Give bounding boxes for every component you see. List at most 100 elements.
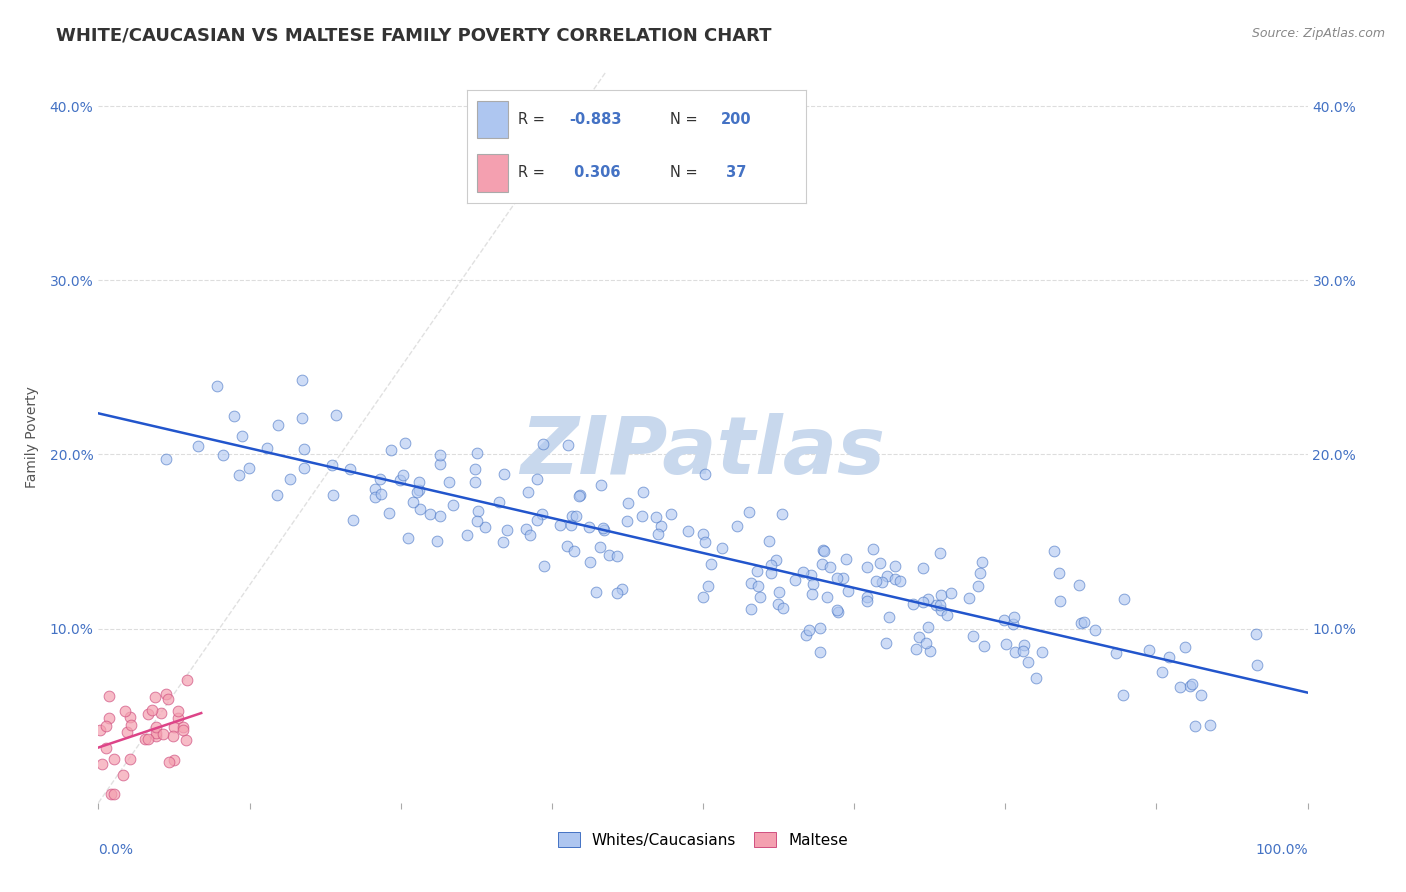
Point (725, 519, 748, 533)
Point (792, 565, 814, 579)
Point (100, 787, 122, 801)
Point (1043, 544, 1066, 558)
Point (464, 462, 486, 476)
Point (118, 710, 141, 724)
Point (292, 460, 315, 475)
Point (801, 577, 824, 591)
Point (759, 566, 782, 580)
Point (162, 729, 184, 743)
Point (697, 579, 720, 593)
Point (772, 600, 794, 615)
Point (464, 475, 486, 489)
Point (519, 528, 541, 542)
Point (266, 418, 288, 433)
Point (1150, 665, 1173, 680)
Point (631, 508, 654, 523)
Point (394, 435, 416, 450)
Point (561, 509, 583, 524)
Point (941, 586, 963, 600)
Point (967, 579, 990, 593)
Point (928, 546, 950, 560)
Point (929, 603, 952, 617)
Point (765, 553, 787, 567)
Point (152, 727, 174, 741)
Point (1174, 640, 1197, 655)
Point (1070, 616, 1092, 631)
Point (827, 605, 849, 619)
Point (564, 543, 586, 558)
Point (388, 473, 411, 487)
Point (103, 787, 125, 801)
Text: Source: ZipAtlas.com: Source: ZipAtlas.com (1251, 27, 1385, 40)
Point (391, 467, 413, 482)
Point (492, 535, 515, 549)
Point (810, 645, 832, 659)
Point (441, 498, 464, 512)
Text: 0.0%: 0.0% (98, 843, 134, 857)
Point (322, 488, 344, 502)
Point (579, 556, 602, 570)
Point (929, 588, 952, 602)
Point (1181, 677, 1204, 691)
Point (321, 458, 343, 472)
Point (855, 591, 877, 605)
Point (136, 706, 159, 721)
Point (94, 719, 117, 733)
Point (98, 690, 121, 704)
Point (800, 568, 823, 582)
Point (156, 691, 179, 706)
Point (928, 598, 950, 612)
Point (676, 524, 699, 538)
Point (1002, 610, 1025, 624)
Point (467, 504, 489, 518)
Point (911, 595, 934, 609)
Point (589, 540, 612, 554)
Point (173, 723, 195, 738)
Point (419, 508, 441, 522)
Point (560, 518, 582, 533)
Point (1004, 644, 1026, 658)
Point (1246, 658, 1268, 673)
Point (973, 640, 995, 654)
Point (174, 733, 197, 747)
Point (488, 495, 510, 509)
Point (856, 594, 879, 608)
Point (1002, 617, 1025, 632)
Point (1189, 688, 1212, 702)
Point (995, 636, 1018, 650)
Point (1014, 638, 1036, 652)
Point (143, 690, 166, 704)
Point (869, 556, 891, 570)
Point (325, 408, 347, 422)
Point (429, 509, 451, 524)
Point (650, 519, 672, 533)
Point (1104, 646, 1126, 660)
Legend: Whites/Caucasians, Maltese: Whites/Caucasians, Maltese (553, 825, 853, 854)
Point (172, 720, 194, 734)
Point (738, 505, 761, 519)
Point (291, 410, 314, 425)
Point (917, 592, 939, 607)
Point (589, 478, 612, 492)
Text: ZIPatlas: ZIPatlas (520, 413, 886, 491)
Point (114, 704, 136, 718)
Point (758, 533, 780, 548)
Point (768, 584, 790, 599)
Point (912, 561, 935, 575)
Point (875, 635, 897, 649)
Point (800, 587, 823, 601)
Point (89, 723, 111, 737)
Point (825, 603, 848, 617)
Point (134, 731, 156, 746)
Point (883, 572, 905, 586)
Point (825, 571, 848, 585)
Point (903, 597, 925, 611)
Point (761, 558, 783, 573)
Point (659, 507, 682, 521)
Point (835, 552, 858, 566)
Point (231, 429, 253, 443)
Point (531, 507, 554, 521)
Point (162, 720, 184, 734)
Point (155, 451, 177, 466)
Point (815, 590, 838, 604)
